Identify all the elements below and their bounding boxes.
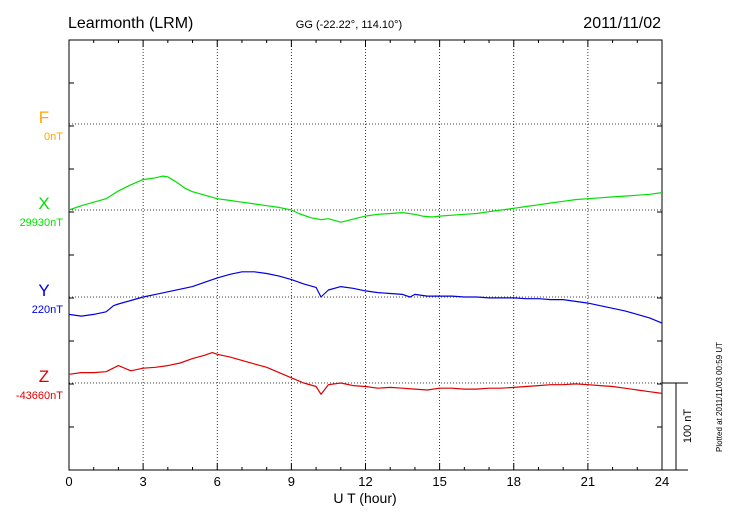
x-tick-label: 9	[288, 474, 295, 489]
x-tick-label: 0	[65, 474, 72, 489]
series-name-x: X	[38, 194, 49, 213]
x-tick-labels: 0 3 6 9 12 15 18 21 24	[65, 474, 669, 489]
grid	[69, 40, 662, 470]
plotted-timestamp: Plotted at 2011/11/03 00:59 UT	[715, 342, 724, 452]
x-tick-label: 18	[507, 474, 521, 489]
series-baseline-z: -43660nT	[16, 390, 63, 402]
series-line-x	[68, 175, 663, 223]
scale-bar: 100 nT	[662, 382, 694, 471]
x-tick-label: 3	[140, 474, 147, 489]
series-name-z: Z	[39, 367, 49, 386]
ticks	[68, 40, 663, 470]
series-line-y	[68, 271, 663, 324]
station-coords: GG (-22.22°, 114.10°)	[296, 19, 402, 31]
scale-bar-label: 100 nT	[682, 409, 694, 444]
series-name-y: Y	[38, 281, 49, 300]
station-title: Learmonth (LRM)	[68, 15, 193, 32]
series-labels: F 0nT X 29930nT Y 220nT Z -43660nT	[16, 108, 63, 402]
x-tick-label: 24	[655, 474, 669, 489]
x-tick-label: 15	[432, 474, 446, 489]
plot-area	[68, 39, 663, 471]
x-tick-label: 12	[358, 474, 372, 489]
x-tick-label: 21	[581, 474, 595, 489]
plot-frame	[68, 39, 663, 471]
series-line-z	[68, 352, 663, 395]
plot-date: 2011/11/02	[583, 15, 661, 32]
series-name-f: F	[39, 108, 49, 127]
x-tick-label: 6	[214, 474, 221, 489]
series-lines	[68, 175, 663, 395]
series-baseline-y: 220nT	[32, 304, 63, 316]
x-axis-label: U T (hour)	[333, 490, 396, 506]
series-baseline-f: 0nT	[44, 131, 63, 143]
series-baseline-x: 29930nT	[20, 217, 64, 229]
